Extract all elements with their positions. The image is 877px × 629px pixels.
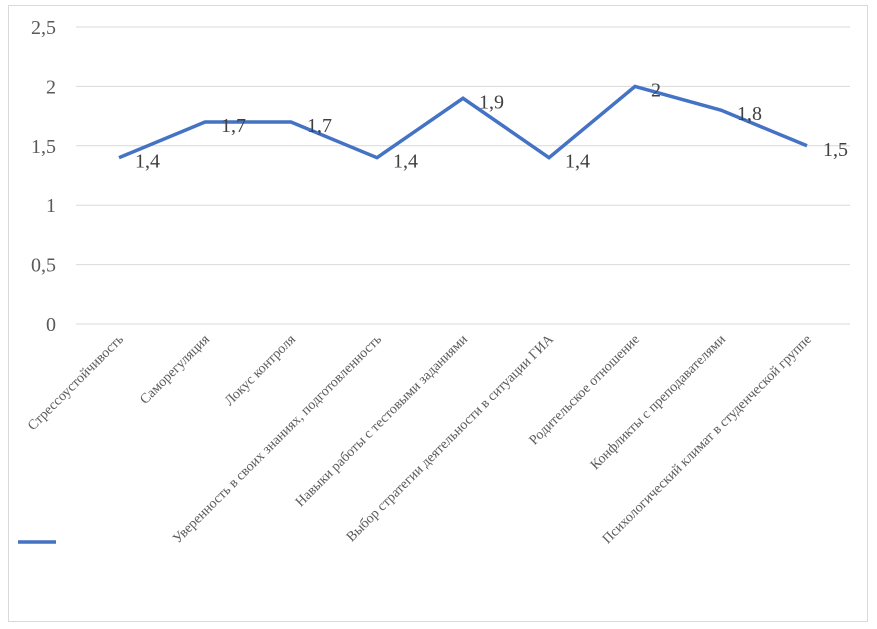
data-label: 1,7 (221, 115, 246, 137)
chart-frame (8, 5, 868, 622)
data-label: 1,4 (565, 151, 590, 173)
y-tick-label: 0 (46, 314, 56, 336)
y-tick-label: 2 (46, 76, 56, 98)
series-group (118, 84, 808, 160)
y-tick-label: 0,5 (31, 255, 56, 277)
y-tick-label: 1,5 (31, 136, 56, 158)
x-tick-label: Стрессоустойчивость (25, 332, 127, 434)
x-tick-label: Локус контроля (222, 332, 299, 409)
x-tick-label: Саморегуляция (137, 332, 213, 408)
data-label: 2 (651, 79, 661, 101)
x-tick-label: Навыки работы с тестовыми заданиями (293, 332, 471, 510)
data-label: 1,4 (393, 151, 418, 173)
y-tick-label: 2,5 (31, 17, 56, 39)
x-tick-label: Конфликты с преподавателями (588, 332, 729, 473)
x-axis-ticks: Стрессоустойчивость Саморегуляция Локус ко… (25, 332, 815, 547)
x-tick-label: Выбор стратегии деятельности в ситуации … (344, 332, 557, 545)
data-label: 1,8 (737, 103, 762, 125)
data-labels: 1,4 1,7 1,7 1,4 1,9 1,4 2 1,8 1,5 (135, 79, 848, 172)
data-label: 1,7 (307, 115, 332, 137)
data-label: 1,4 (135, 151, 160, 173)
data-label: 1,9 (479, 91, 504, 113)
y-axis-ticks: 0 0,5 1 1,5 2 2,5 (31, 17, 56, 336)
data-label: 1,5 (823, 139, 848, 161)
x-tick-label: Психологический климат в студенческой гр… (600, 332, 815, 547)
y-tick-label: 1 (46, 195, 56, 217)
gridlines (76, 26, 850, 325)
